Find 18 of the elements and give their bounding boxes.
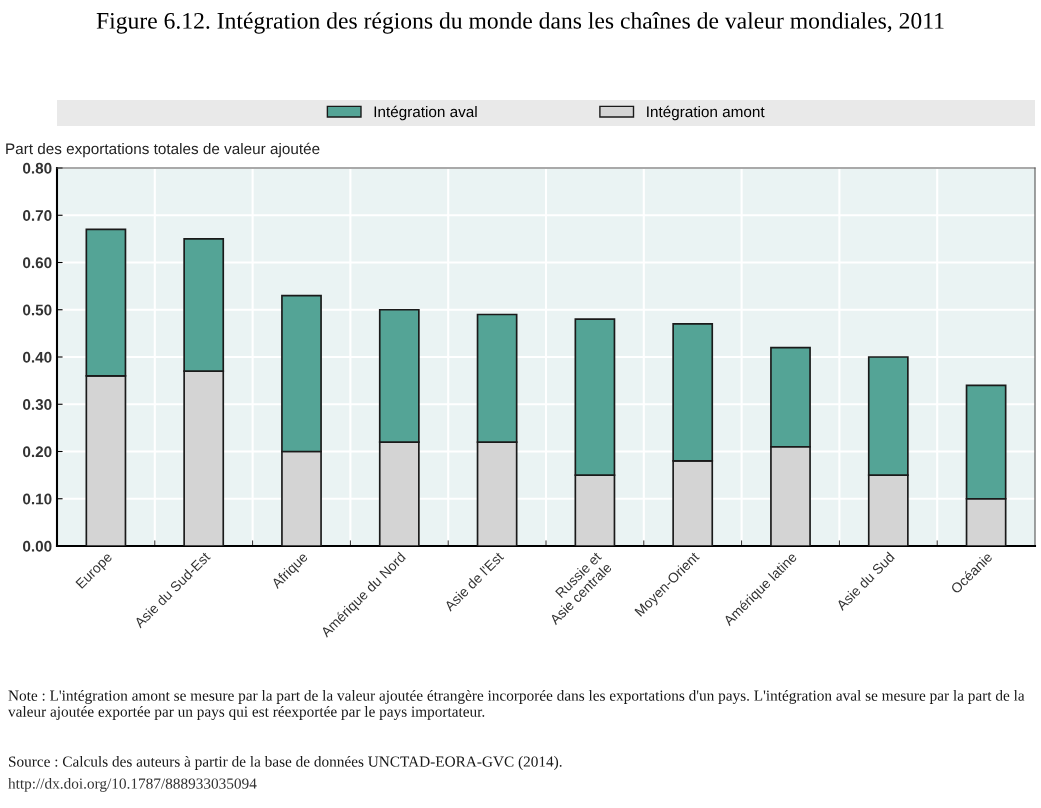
y-tick-label: 0.00 [23, 540, 52, 552]
y-tick-label: 0.30 [23, 399, 52, 410]
legend-label: Intégration aval [374, 105, 477, 121]
y-axis-title: Part des exportations totales de valeur ajoutée [6, 142, 320, 158]
y-tick-label: 0.40 [23, 351, 52, 363]
legend-label: Intégration amont [647, 105, 765, 121]
source-note: Source : Calculs des auteurs à partir de la base de données UNCTAD-EORA-GVC (2014). [9, 756, 562, 770]
y-tick-label: 0.50 [23, 304, 52, 316]
x-tick-label: Asie de l'Est [443, 550, 505, 612]
y-tick-label: 0.80 [23, 162, 52, 174]
x-tick-label: Asie du Sud [835, 551, 895, 612]
y-tick-label: 0.20 [23, 446, 52, 458]
text: http://dx.doi.org/10.1787/888933035094 [8, 778, 257, 792]
text: Note : L'intégration amont se mesure par la part de la valeur ajoutée étrangère incorporée dans les exportations d'un pays. L'intégration aval se mesure par la part de la valeur ajoutée exportée par un pays qui est réexportée par le pays importateur. [8, 690, 1025, 720]
y-tick-label: 0.10 [23, 493, 52, 505]
y-tick-label: 0.70 [23, 210, 52, 221]
y-tick-label: 0.60 [23, 257, 52, 269]
chart-title: Figure 6.12. Intégration des régions du monde dans les chaînes de valeur mondiales, 2011 [96, 12, 944, 34]
